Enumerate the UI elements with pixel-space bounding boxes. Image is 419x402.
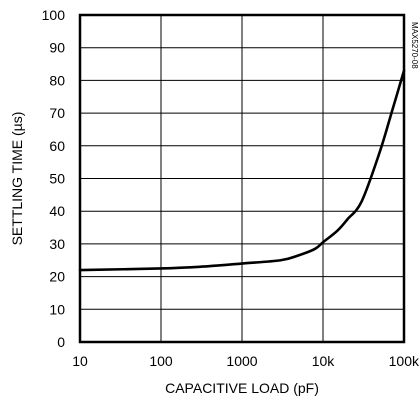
x-tick-label-4: 100k bbox=[389, 353, 419, 369]
y-axis-title: SETTLING TIME (µs) bbox=[9, 112, 25, 246]
settling-time-curve bbox=[78, 69, 406, 272]
y-tick-label-7: 70 bbox=[49, 105, 65, 121]
y-tick-label-10: 100 bbox=[42, 7, 66, 23]
y-tick-label-1: 10 bbox=[49, 301, 65, 317]
y-tick-label-2: 20 bbox=[49, 269, 65, 285]
x-tick-label-3: 10k bbox=[312, 353, 336, 369]
y-tick-label-3: 30 bbox=[49, 236, 65, 252]
x-tick-label-1: 100 bbox=[149, 353, 173, 369]
x-axis-tick-labels: 10 100 1000 10k 100k bbox=[72, 353, 419, 369]
y-axis-tick-labels: 0 10 20 30 40 50 60 70 80 90 100 bbox=[42, 7, 66, 350]
y-tick-label-6: 60 bbox=[49, 138, 65, 154]
y-tick-label-5: 50 bbox=[49, 171, 65, 187]
part-number-annotation: MAX5270-08 bbox=[410, 22, 419, 69]
plot-frame bbox=[78, 13, 406, 344]
x-tick-label-0: 10 bbox=[72, 353, 88, 369]
y-tick-label-4: 40 bbox=[49, 203, 65, 219]
x-tick-label-2: 1000 bbox=[226, 353, 257, 369]
y-tick-label-0: 0 bbox=[57, 334, 65, 350]
y-tick-label-9: 90 bbox=[49, 40, 65, 56]
x-axis-title: CAPACITIVE LOAD (pF) bbox=[165, 380, 319, 396]
y-tick-label-8: 80 bbox=[49, 72, 65, 88]
grid bbox=[79, 14, 405, 343]
